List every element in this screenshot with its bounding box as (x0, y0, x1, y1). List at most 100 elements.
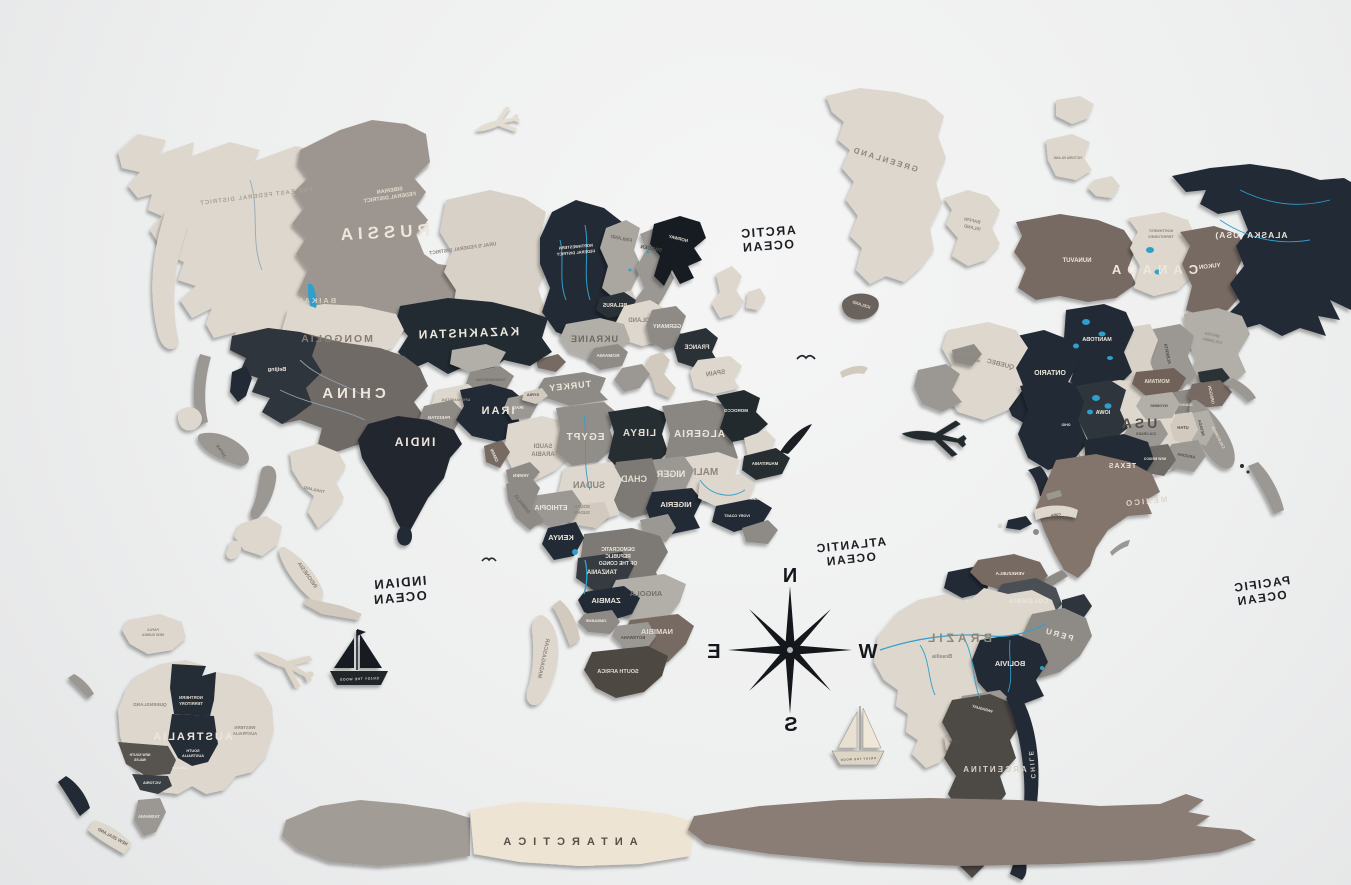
map-label-tasmania: TASMANIA (138, 814, 160, 819)
land-hispaniola (1006, 516, 1032, 530)
land-montana (1132, 368, 1186, 396)
map-label-beijing: Beijing (268, 367, 286, 373)
river-amazon-trib-1 (919, 644, 936, 696)
oceania (58, 660, 274, 854)
map-label-iran: IRAN (480, 405, 515, 417)
compass-ray-sw (749, 646, 793, 691)
land-united-kingdom (712, 266, 744, 318)
map-label-egypt: EGYPT (566, 432, 605, 443)
map-label-siberian: SIBERIAN (376, 186, 403, 196)
map-label-utah: UTAH (1177, 425, 1188, 430)
map-label-idaho: IDAHO (1180, 402, 1193, 407)
land-wyoming (1136, 392, 1180, 420)
map-label-nunavut: NUNAVUT (1062, 258, 1091, 264)
river-alaska-1 (1219, 219, 1311, 243)
land-brazil (874, 588, 1058, 768)
boat-hull (831, 750, 885, 766)
land-antarctica-taupe (688, 794, 1256, 866)
lake-canada-4 (1107, 356, 1113, 360)
map-label-ivory-coast: IVORY COAST (723, 514, 750, 518)
river-fareast (249, 179, 263, 271)
lake-great-slave (1154, 269, 1162, 275)
compass-ray-se (787, 646, 831, 691)
land-chad (612, 458, 658, 518)
land-western-sahara (744, 430, 776, 456)
land-arizona (1164, 440, 1206, 472)
map-label-sudan: SUDAN (573, 480, 605, 490)
river-china-2 (279, 389, 366, 421)
land-romania (588, 344, 628, 370)
sailboat-dark: ENJOY THE WOOD (330, 629, 388, 685)
land-turkey (538, 372, 608, 406)
map-label-territories: TERRITORIES (1148, 235, 1174, 239)
land-sulawesi (226, 540, 242, 560)
boat-sail-right (360, 634, 382, 668)
lake-titicaca (1040, 666, 1044, 670)
map-label-south: SOUTH (574, 504, 590, 509)
map-label-afghanistan: AFGHANISTAN (441, 397, 470, 402)
river-alaska-2 (1239, 189, 1331, 205)
map-label-colombia: COLOMBIA (1008, 599, 1049, 605)
map-label-territory: TERRITORY (179, 701, 203, 706)
land-jamaica (1033, 529, 1039, 535)
land-oregon (1188, 380, 1232, 408)
map-label-botswana: BOTSWANA (621, 635, 645, 640)
land-korea (230, 366, 252, 402)
map-label-ethiopia: ETHIOPIA (534, 505, 567, 512)
map-label-syria: SYRIA (527, 392, 539, 397)
boat-hull (330, 671, 388, 685)
ocean-labels: ARCTIC OCEAN ATLANTIC OCEAN INDIAN OCEAN… (372, 223, 1291, 608)
land-cuba (1034, 505, 1078, 520)
land-quebec (942, 322, 1028, 420)
map-label-morocco: MOROCCO (724, 408, 748, 413)
map-label-newfoundland: NEWFOUNDLAND (951, 354, 980, 363)
map-label-british: BRITISH (1204, 331, 1220, 338)
land-yukon (1180, 226, 1246, 318)
land-iceland (842, 293, 879, 320)
land-victoria-island (1046, 134, 1092, 180)
land-kazakhstan (396, 298, 552, 374)
land-newfoundland (952, 344, 982, 366)
map-label-australia: AUSTRALIA (233, 731, 257, 736)
map-label-belarus: BELARUS (602, 303, 627, 309)
map-label-australia: AUSTRALIA (151, 731, 233, 743)
antarctica-label: ANTARCTICA (496, 836, 637, 848)
land-china-east (230, 328, 322, 424)
boat-brand-text: ENJOY THE WOOD (840, 756, 876, 762)
map-label-libya: LIBYA (622, 428, 656, 439)
lake-scandinavia-1 (646, 250, 650, 254)
map-label-ontario: ONTARIO (1034, 370, 1066, 377)
compass-rose: N E S W (707, 565, 877, 736)
lake-scandinavia-2 (628, 268, 632, 272)
river-amazon-trib-2 (964, 639, 981, 699)
lake-canada-1 (1082, 319, 1090, 325)
land-bahamas (1046, 490, 1062, 500)
land-indochina (290, 444, 346, 528)
land-iran (456, 384, 524, 442)
land-greenland (826, 88, 946, 284)
land-antarctica-cream (470, 802, 694, 866)
land-vancouver-island (1226, 378, 1256, 402)
land-victoria-au (132, 774, 172, 794)
map-label-algeria: ALGERIA (673, 429, 725, 440)
map-label-guinea: GUINEA (750, 497, 764, 501)
land-uzbekistan (450, 344, 506, 372)
land-south-africa (584, 646, 668, 698)
land-hokkaido (178, 407, 202, 431)
compass-ray-e (728, 645, 790, 655)
compass-e: E (707, 641, 720, 663)
map-label-sweden: SWEDEN (639, 244, 662, 254)
land-mexico (1036, 454, 1160, 578)
land-balkans (614, 364, 650, 392)
land-kamchatka (152, 210, 188, 349)
land-new-guinea (122, 614, 186, 654)
compass-ray-w (790, 645, 852, 655)
map-label-federal-district: FEDERAL DISTRICT (556, 248, 595, 256)
map-label-yukon: YUKON (1199, 263, 1221, 271)
lake-baikal (308, 284, 317, 308)
map-label-manitoba: MANITOBA (1082, 337, 1112, 343)
compass-ray-nw (749, 609, 793, 654)
land-arctic-island-3 (1088, 176, 1120, 198)
map-label-china: CHINA (318, 385, 386, 402)
land-west-africa-1 (698, 474, 756, 508)
